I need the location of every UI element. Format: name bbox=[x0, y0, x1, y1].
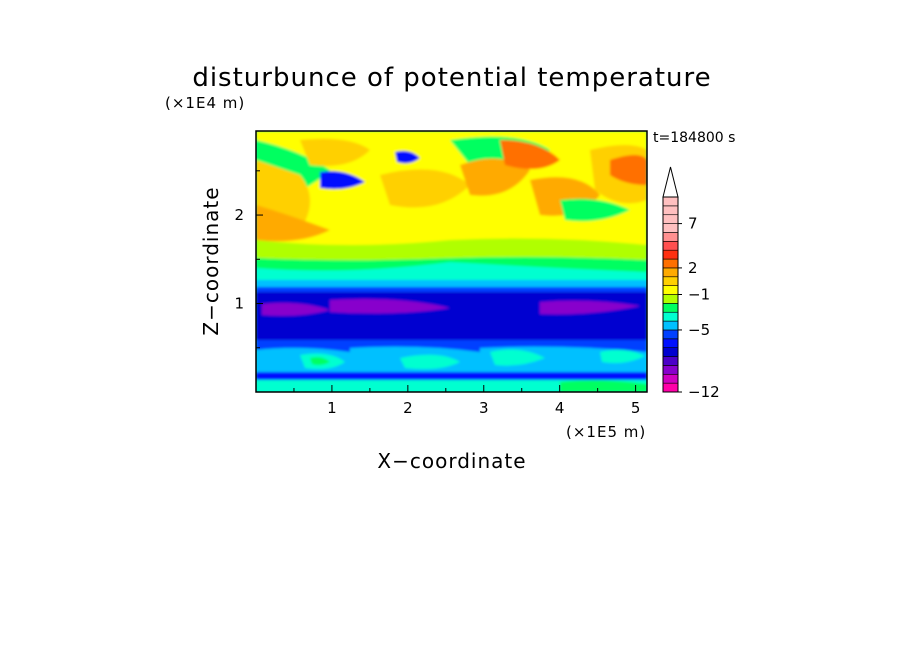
colorbar-swatch bbox=[662, 223, 679, 233]
patch-green-bottom bbox=[560, 380, 647, 392]
colorbar-swatch bbox=[662, 356, 679, 366]
patch-orange-top bbox=[300, 138, 370, 166]
patch-blue-cold-small bbox=[395, 150, 420, 164]
colorbar-swatch bbox=[662, 258, 679, 269]
colorbar-tick-label: −5 bbox=[688, 321, 710, 339]
patch-blue-cold-upper bbox=[320, 171, 365, 190]
time-label: t=184800 s bbox=[653, 130, 735, 146]
patch-cyan-lower-4 bbox=[600, 349, 645, 364]
colorbar-swatch bbox=[662, 276, 679, 286]
x-axis-label: X−coordinate bbox=[377, 449, 526, 473]
plot-frame bbox=[255, 130, 648, 393]
patch-red-right bbox=[610, 155, 647, 185]
patch-red-orange-top bbox=[500, 140, 560, 169]
x-tick-label: 5 bbox=[631, 399, 641, 417]
x-tick-label: 4 bbox=[555, 399, 565, 417]
colorbar-swatch bbox=[662, 365, 679, 375]
patch-purple-left bbox=[262, 302, 330, 316]
colorbar-tick-label: −1 bbox=[688, 286, 710, 304]
chart-title: disturbunce of potential temperature bbox=[192, 63, 711, 93]
colorbar-extend-arrow bbox=[662, 166, 679, 198]
colorbar-swatch bbox=[662, 196, 679, 207]
x-tick-label: 3 bbox=[479, 399, 489, 417]
colorbar-swatch bbox=[662, 232, 679, 242]
colorbar-tick-label: 2 bbox=[688, 259, 698, 277]
band-light-blue bbox=[256, 280, 647, 288]
colorbar-swatch bbox=[662, 205, 679, 216]
x-axis-ticks: 1 2 3 4 5 bbox=[255, 385, 641, 417]
colorbar-swatch bbox=[662, 285, 679, 295]
contour-field bbox=[256, 131, 647, 392]
patch-cyan-lower-3 bbox=[490, 349, 545, 366]
band-cyan-bottom bbox=[256, 380, 647, 392]
colorbar-swatch bbox=[662, 347, 679, 357]
patch-green-lower bbox=[310, 357, 330, 366]
patch-orange-center bbox=[460, 158, 530, 196]
patch-purple-mid bbox=[330, 299, 450, 314]
colorbar-swatch bbox=[662, 241, 679, 251]
colorbar-swatch bbox=[662, 214, 679, 224]
colorbar-swatch bbox=[662, 329, 679, 340]
x-tick-label: 1 bbox=[327, 399, 337, 417]
patch-purple-right bbox=[540, 300, 640, 315]
y-axis-ticks: 12 bbox=[234, 170, 263, 393]
colorbar-swatch bbox=[662, 320, 679, 331]
colorbar-tick-label: −12 bbox=[688, 383, 720, 401]
y-tick-label: 2 bbox=[234, 206, 244, 224]
y-tick-label: 1 bbox=[234, 295, 244, 313]
patch-green-right bbox=[560, 198, 630, 222]
colorbar-swatch bbox=[662, 373, 679, 384]
band-blue-bottom bbox=[256, 372, 647, 380]
colorbar-swatch bbox=[662, 382, 679, 393]
band-dark-blue bbox=[256, 292, 647, 347]
x-tick-label: 2 bbox=[403, 399, 413, 417]
y-axis-label: Z−coordinate bbox=[199, 186, 223, 335]
colorbar-swatch bbox=[662, 311, 679, 322]
colorbar-swatch bbox=[662, 249, 679, 260]
colorbar-swatch bbox=[662, 338, 679, 348]
colorbar-swatch bbox=[662, 303, 679, 313]
x-unit-label: (×1E5 m) bbox=[566, 423, 646, 441]
colorbar-swatch bbox=[662, 294, 679, 304]
colorbar: −12−5−127 bbox=[662, 166, 720, 401]
colorbar-tick-label: 7 bbox=[688, 215, 698, 233]
y-unit-label: (×1E4 m) bbox=[165, 94, 245, 112]
band-blue bbox=[256, 287, 647, 293]
patch-deep-orange-left bbox=[256, 205, 330, 242]
colorbar-swatch bbox=[662, 267, 679, 278]
patch-cyan-lower-2 bbox=[400, 354, 460, 370]
band-lime bbox=[256, 238, 647, 262]
patch-orange-mid bbox=[380, 169, 470, 208]
band-cyan-mid bbox=[256, 262, 647, 285]
